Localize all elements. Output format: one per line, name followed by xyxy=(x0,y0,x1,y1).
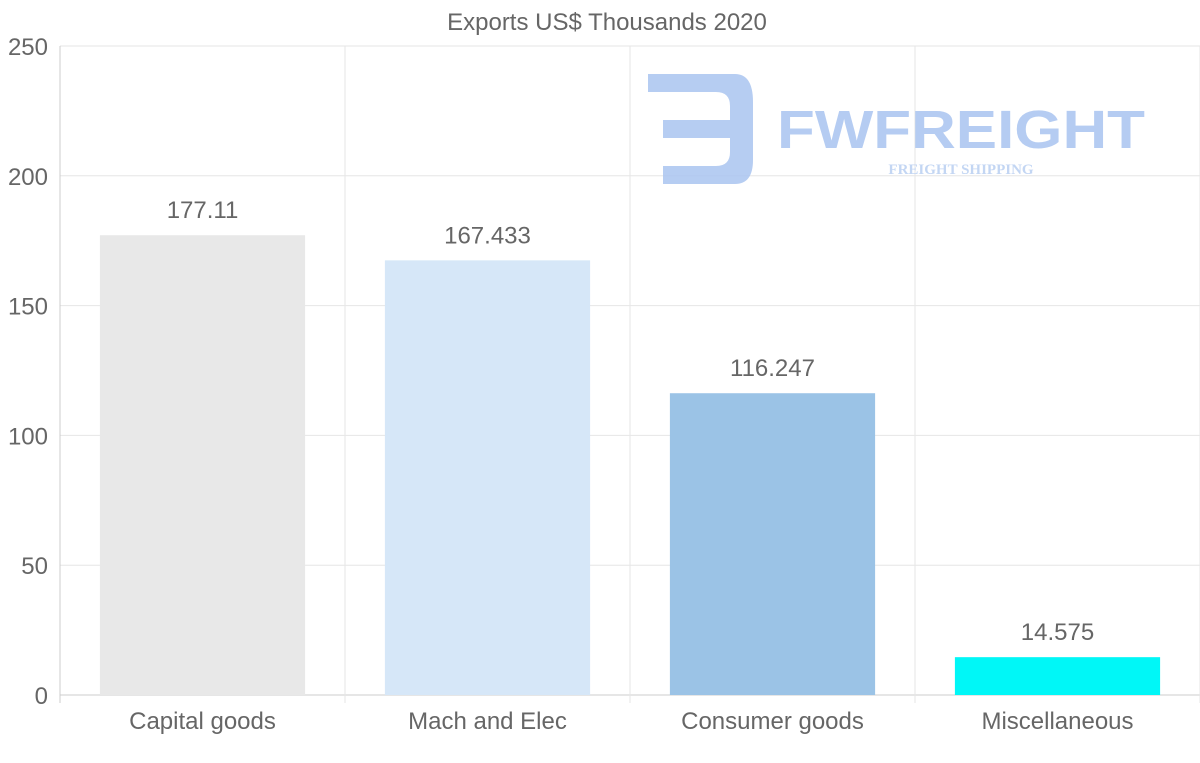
bar[interactable] xyxy=(669,393,876,695)
bars: 177.11 167.433 116.247 14.575 xyxy=(99,197,1161,695)
bar-value-label: 14.575 xyxy=(1021,619,1094,646)
bar[interactable] xyxy=(99,235,306,695)
watermark-brand: FWFREIGHT xyxy=(777,100,1145,160)
watermark-tagline: FREIGHT SHIPPING xyxy=(888,162,1033,178)
bar-value-label: 177.11 xyxy=(167,197,239,224)
y-tick-label: 250 xyxy=(8,34,48,61)
y-tick-label: 50 xyxy=(21,553,48,580)
chart-title: Exports US$ Thousands 2020 xyxy=(447,9,767,36)
fw-logo-icon xyxy=(648,74,753,184)
y-tick-label: 100 xyxy=(8,423,48,450)
x-tick-label: Miscellaneous xyxy=(981,708,1133,735)
x-tick-label: Mach and Elec xyxy=(408,708,567,735)
watermark-logo: FWFREIGHT FREIGHT SHIPPING xyxy=(648,74,1145,184)
y-tick-label: 200 xyxy=(8,164,48,191)
bar-value-label: 167.433 xyxy=(444,222,531,249)
bar-value-label: 116.247 xyxy=(730,355,815,382)
x-tick-label: Consumer goods xyxy=(681,708,864,735)
bar[interactable] xyxy=(384,260,591,695)
x-tick-label: Capital goods xyxy=(129,708,276,735)
axes: 0 50 100 150 200 250 Capital goods Mach and Ele… xyxy=(8,34,1134,735)
y-tick-label: 150 xyxy=(8,294,48,321)
bar[interactable] xyxy=(954,657,1161,695)
y-tick-label: 0 xyxy=(35,683,48,710)
